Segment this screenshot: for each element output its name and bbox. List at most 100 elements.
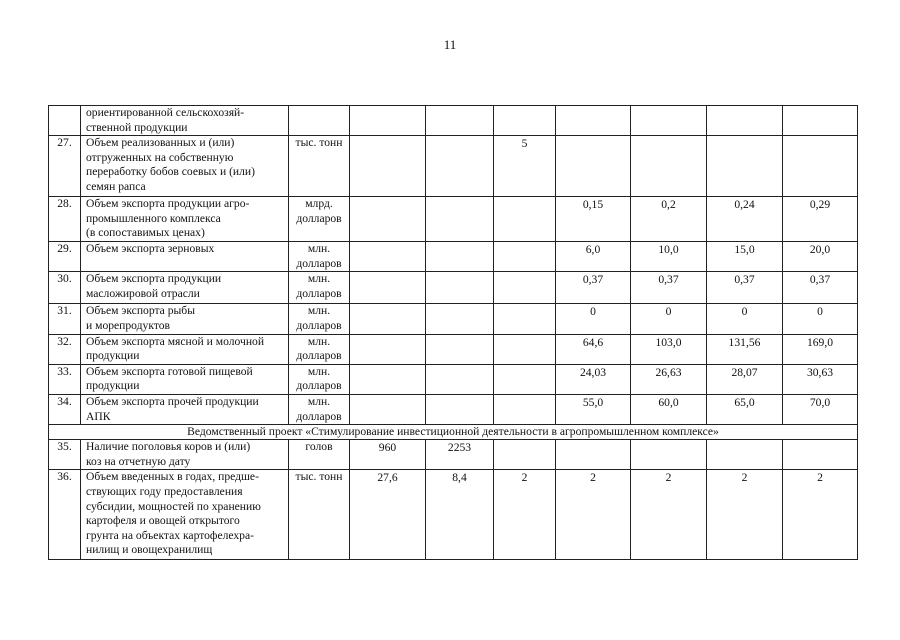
value-cell bbox=[425, 393, 494, 426]
value-cell bbox=[493, 303, 556, 335]
value-cell: 0,24 bbox=[706, 196, 783, 243]
value-cell bbox=[493, 196, 556, 243]
value-cell: 20,0 bbox=[782, 241, 858, 273]
row-number: 34. bbox=[48, 393, 81, 426]
value-cell bbox=[493, 271, 556, 305]
value-cell bbox=[425, 333, 494, 365]
unit-cell: млн. долларов bbox=[288, 271, 350, 305]
section-row: Ведомственный проект «Стимулирование инв… bbox=[48, 424, 858, 441]
value-cell: 0,37 bbox=[555, 271, 631, 305]
value-cell: 55,0 bbox=[555, 393, 631, 426]
value-cell: 30,63 bbox=[782, 363, 858, 395]
unit-cell bbox=[288, 104, 350, 137]
indicator-name: Объем введенных в годах, предше- ствующи… bbox=[80, 469, 289, 561]
value-cell: 10,0 bbox=[630, 241, 707, 273]
value-cell bbox=[630, 135, 707, 198]
value-cell bbox=[349, 135, 426, 198]
value-cell bbox=[425, 135, 494, 198]
unit-cell: млн. долларов bbox=[288, 241, 350, 273]
indicator-name: Объем экспорта мясной и молочной продукц… bbox=[80, 333, 289, 365]
value-cell: 27,6 bbox=[349, 469, 426, 561]
value-cell bbox=[782, 439, 858, 471]
value-cell: 0 bbox=[555, 303, 631, 335]
table-row: 36. Объем введенных в годах, предше- ству… bbox=[48, 469, 858, 561]
row-number: 36. bbox=[48, 469, 81, 561]
table-row: 30. Объем экспорта продукции масложировой… bbox=[48, 271, 858, 305]
row-number: 33. bbox=[48, 363, 81, 395]
row-number: 32. bbox=[48, 333, 81, 365]
value-cell: 0,2 bbox=[630, 196, 707, 243]
value-cell bbox=[349, 271, 426, 305]
value-cell bbox=[630, 439, 707, 471]
value-cell bbox=[630, 104, 707, 137]
table-row: 31. Объем экспорта рыбы и морепродуктов мл… bbox=[48, 303, 858, 335]
value-cell bbox=[706, 135, 783, 198]
value-cell: 0,37 bbox=[782, 271, 858, 305]
value-cell bbox=[493, 104, 556, 137]
value-cell: 65,0 bbox=[706, 393, 783, 426]
value-cell bbox=[425, 363, 494, 395]
unit-cell: млн. долларов bbox=[288, 333, 350, 365]
indicator-name: Наличие поголовья коров и (или) коз на о… bbox=[80, 439, 289, 471]
value-cell: 8,4 bbox=[425, 469, 494, 561]
value-cell bbox=[555, 135, 631, 198]
row-number: 30. bbox=[48, 271, 81, 305]
value-cell bbox=[493, 363, 556, 395]
value-cell: 60,0 bbox=[630, 393, 707, 426]
value-cell: 2 bbox=[706, 469, 783, 561]
value-cell: 2 bbox=[493, 469, 556, 561]
row-number: 29. bbox=[48, 241, 81, 273]
value-cell: 26,63 bbox=[630, 363, 707, 395]
unit-cell: млн. долларов bbox=[288, 303, 350, 335]
row-number: 31. bbox=[48, 303, 81, 335]
indicator-name: Объем экспорта готовой пищевой продукции bbox=[80, 363, 289, 395]
value-cell: 2 bbox=[630, 469, 707, 561]
value-cell bbox=[349, 104, 426, 137]
value-cell bbox=[493, 393, 556, 426]
unit-cell: млн. долларов bbox=[288, 393, 350, 426]
value-cell: 24,03 bbox=[555, 363, 631, 395]
value-cell bbox=[782, 104, 858, 137]
unit-cell: голов bbox=[288, 439, 350, 471]
value-cell: 0,29 bbox=[782, 196, 858, 243]
value-cell bbox=[349, 363, 426, 395]
value-cell: 5 bbox=[493, 135, 556, 198]
value-cell bbox=[349, 241, 426, 273]
value-cell bbox=[425, 303, 494, 335]
unit-cell: тыс. тонн bbox=[288, 469, 350, 561]
value-cell: 0,37 bbox=[630, 271, 707, 305]
value-cell bbox=[493, 241, 556, 273]
row-number: 35. bbox=[48, 439, 81, 471]
indicator-name: Объем экспорта продукции агро- промышлен… bbox=[80, 196, 289, 243]
value-cell: 103,0 bbox=[630, 333, 707, 365]
value-cell: 0 bbox=[782, 303, 858, 335]
value-cell: 960 bbox=[349, 439, 426, 471]
value-cell bbox=[425, 104, 494, 137]
value-cell bbox=[555, 439, 631, 471]
row-number: 28. bbox=[48, 196, 81, 243]
value-cell bbox=[782, 135, 858, 198]
value-cell: 6,0 bbox=[555, 241, 631, 273]
value-cell bbox=[349, 196, 426, 243]
value-cell: 2253 bbox=[425, 439, 494, 471]
table-row: 27. Объем реализованных и (или) отгруженн… bbox=[48, 135, 858, 198]
value-cell bbox=[425, 196, 494, 243]
value-cell: 70,0 bbox=[782, 393, 858, 426]
value-cell: 2 bbox=[782, 469, 858, 561]
table-row: 28. Объем экспорта продукции агро- промыш… bbox=[48, 196, 858, 243]
indicator-name: Объем реализованных и (или) отгруженных … bbox=[80, 135, 289, 198]
table-row: 33. Объем экспорта готовой пищевой продук… bbox=[48, 363, 858, 395]
indicators-table: ориентированной сельскохозяй- ственной п… bbox=[48, 104, 858, 561]
indicator-name: Объем экспорта зерновых bbox=[80, 241, 289, 273]
indicator-name: Объем экспорта прочей продукции АПК bbox=[80, 393, 289, 426]
value-cell bbox=[349, 333, 426, 365]
value-cell bbox=[349, 393, 426, 426]
value-cell bbox=[425, 241, 494, 273]
value-cell: 15,0 bbox=[706, 241, 783, 273]
table-row: ориентированной сельскохозяй- ственной п… bbox=[48, 104, 858, 137]
table-row: 34. Объем экспорта прочей продукции АПК мл… bbox=[48, 393, 858, 426]
value-cell bbox=[493, 333, 556, 365]
section-title: Ведомственный проект «Стимулирование инв… bbox=[48, 424, 858, 441]
value-cell bbox=[555, 104, 631, 137]
unit-cell: млрд. долларов bbox=[288, 196, 350, 243]
